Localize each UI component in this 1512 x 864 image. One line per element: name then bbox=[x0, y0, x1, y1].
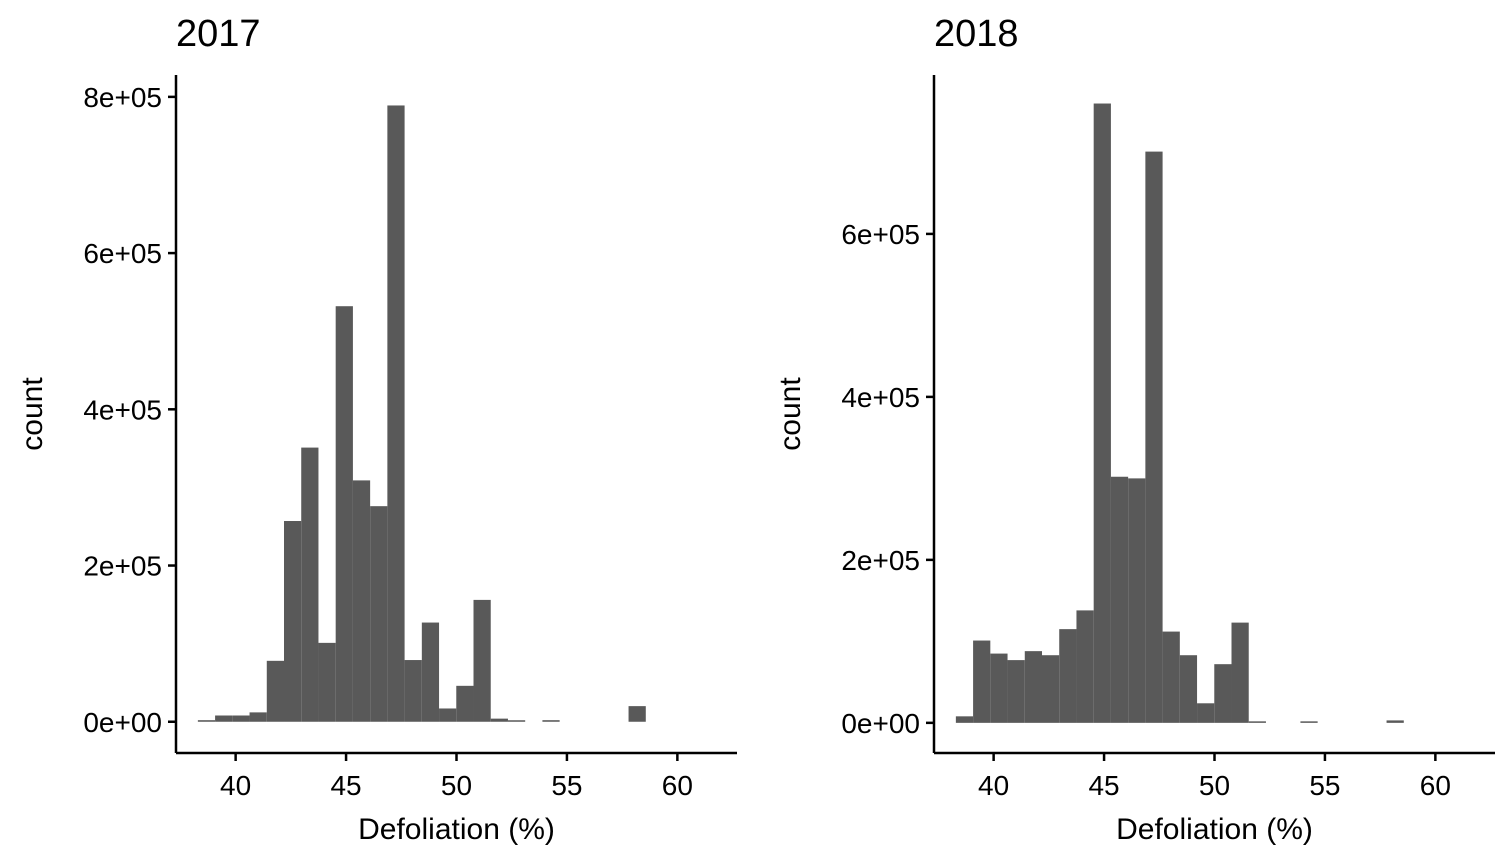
histogram-bar bbox=[1110, 476, 1129, 723]
y-tick-label: 0e+00 bbox=[841, 708, 920, 739]
x-tick-label: 45 bbox=[1088, 770, 1119, 801]
histogram-bar bbox=[1042, 655, 1060, 723]
histogram-bar bbox=[1386, 720, 1404, 723]
histogram-bar bbox=[335, 306, 353, 722]
histogram-bar bbox=[1248, 721, 1266, 723]
histogram-bar bbox=[1300, 721, 1318, 723]
histogram-bar bbox=[439, 708, 457, 722]
y-tick-label: 8e+05 bbox=[83, 82, 162, 113]
histogram-bar bbox=[1059, 629, 1077, 723]
histogram-bar bbox=[1145, 151, 1163, 723]
histogram-bar bbox=[955, 716, 974, 723]
histogram-bar bbox=[1214, 664, 1232, 723]
histogram-bar bbox=[456, 685, 474, 722]
histogram-bar bbox=[1128, 478, 1146, 723]
x-axis-label: Defoliation (%) bbox=[358, 813, 555, 846]
histogram-bar bbox=[542, 720, 560, 722]
x-tick-label: 40 bbox=[220, 770, 251, 801]
histogram-bar bbox=[215, 715, 233, 722]
histogram-bar bbox=[1093, 103, 1111, 723]
y-tick-label: 4e+05 bbox=[83, 394, 162, 425]
x-axis-label: Defoliation (%) bbox=[1116, 813, 1313, 846]
histogram-bar bbox=[628, 706, 646, 722]
x-tick-label: 55 bbox=[551, 770, 582, 801]
histogram-bar bbox=[1162, 631, 1180, 723]
histogram-bar bbox=[370, 506, 388, 722]
histogram-bar bbox=[473, 599, 491, 722]
y-axis-label: count bbox=[774, 377, 807, 451]
y-tick-label: 0e+00 bbox=[83, 707, 162, 738]
histogram-bar bbox=[1197, 703, 1215, 723]
y-tick-label: 4e+05 bbox=[841, 382, 920, 413]
histogram-bar bbox=[1007, 660, 1025, 723]
histogram-bar bbox=[973, 640, 991, 723]
panel-title: 2018 bbox=[934, 13, 1019, 55]
histogram-panel-2018: 2018 Defoliation (%) count 40 45 50 55 60 0e+… bbox=[774, 13, 1495, 846]
y-tick-label: 6e+05 bbox=[841, 219, 920, 250]
histogram-bar bbox=[318, 642, 336, 722]
histogram-bar bbox=[1231, 622, 1249, 723]
histogram-bar bbox=[1179, 655, 1198, 723]
y-tick-label: 6e+05 bbox=[83, 238, 162, 269]
x-tick-label: 50 bbox=[441, 770, 472, 801]
x-tick-label: 40 bbox=[978, 770, 1009, 801]
y-tick-label: 2e+05 bbox=[83, 551, 162, 582]
histogram-bar bbox=[301, 447, 319, 722]
histogram-bar bbox=[507, 720, 526, 722]
histogram-bar bbox=[197, 720, 216, 722]
x-tick-label: 55 bbox=[1309, 770, 1340, 801]
x-tick-label: 50 bbox=[1199, 770, 1230, 801]
histogram-bar bbox=[387, 105, 405, 722]
x-tick-label: 60 bbox=[662, 770, 693, 801]
histogram-bar bbox=[404, 660, 422, 722]
histogram-bar bbox=[421, 622, 440, 722]
histogram-panel-2017: 2017 Defoliation (%) count 40 45 50 55 60 0e+… bbox=[16, 13, 737, 846]
y-tick-label: 2e+05 bbox=[841, 545, 920, 576]
histogram-bar bbox=[232, 715, 250, 722]
panel-title: 2017 bbox=[176, 13, 261, 55]
x-tick-label: 45 bbox=[330, 770, 361, 801]
histogram-bar bbox=[284, 521, 302, 722]
histogram-bar bbox=[990, 653, 1008, 723]
histogram-bar bbox=[1024, 651, 1043, 723]
histogram-bar bbox=[490, 718, 508, 722]
histogram-bar bbox=[352, 480, 371, 722]
histogram-bar bbox=[249, 712, 267, 722]
x-tick-label: 60 bbox=[1420, 770, 1451, 801]
y-axis-label: count bbox=[16, 377, 49, 451]
histogram-bar bbox=[1076, 610, 1094, 723]
histogram-bar bbox=[266, 660, 285, 722]
